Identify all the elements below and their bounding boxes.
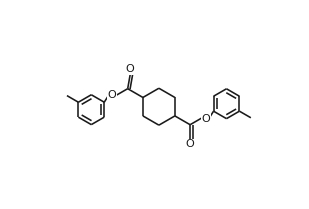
Text: O: O <box>107 90 116 99</box>
Text: O: O <box>202 114 210 124</box>
Text: O: O <box>186 139 194 149</box>
Text: O: O <box>126 64 134 74</box>
